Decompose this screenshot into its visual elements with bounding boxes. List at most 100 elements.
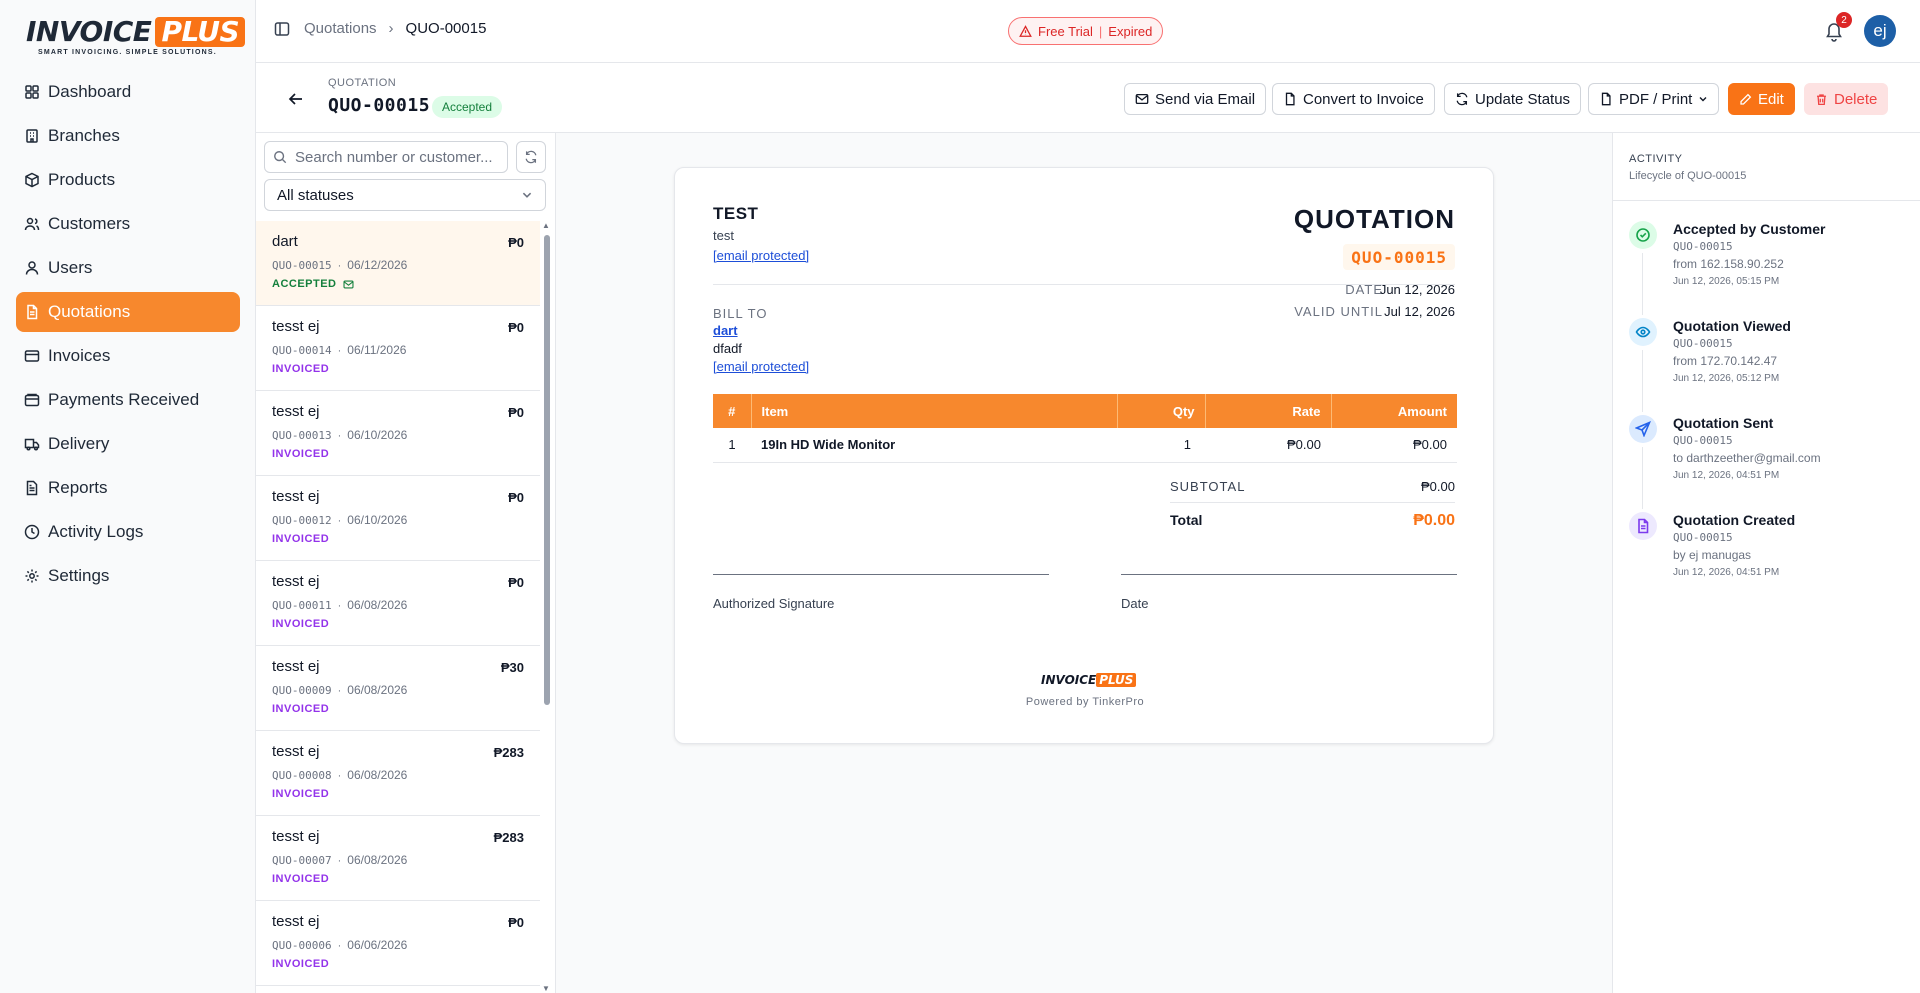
users-icon xyxy=(24,216,40,232)
column-header-number: # xyxy=(713,394,752,428)
list-item-number: QUO-00011 xyxy=(272,599,332,612)
line-number: 1 xyxy=(713,428,751,463)
send-via-email-label: Send via Email xyxy=(1155,90,1256,108)
company-name: TEST xyxy=(713,204,759,223)
sidebar-item-invoices[interactable]: Invoices xyxy=(16,336,240,376)
line-qty: 1 xyxy=(1117,428,1205,463)
logo-wordmark: INVOICE PLUS xyxy=(26,17,246,47)
footer-logo: INVOICE PLUS xyxy=(1041,673,1137,687)
sidebar-item-label: Users xyxy=(48,258,93,277)
list-item-status: INVOICED xyxy=(272,618,330,630)
convert-to-invoice-button[interactable]: Convert to Invoice xyxy=(1272,83,1435,115)
event-title: Quotation Sent xyxy=(1673,415,1774,431)
table-row: 1 19In HD Wide Monitor 1 ₱0.00 ₱0.00 xyxy=(713,428,1457,463)
list-item[interactable]: tesst ej ₱0 QUO-00014 · 06/11/2026 INVOICE… xyxy=(256,306,540,391)
delete-button[interactable]: Delete xyxy=(1804,83,1889,115)
app-logo[interactable]: INVOICE PLUS SMART INVOICING. SIMPLE SOL… xyxy=(26,17,246,61)
activity-panel: ACTIVITY Lifecycle of QUO-00015 Accepted… xyxy=(1612,133,1920,993)
sidebar-item-branches[interactable]: Branches xyxy=(16,116,240,156)
trash-icon xyxy=(1815,93,1828,106)
event-detail: by ej manugas xyxy=(1673,548,1752,562)
signature-date-label: Date xyxy=(1121,596,1149,611)
sidebar-item-reports[interactable]: Reports xyxy=(16,468,240,508)
list-item-amount: ₱0 xyxy=(508,235,524,250)
scroll-down-icon[interactable]: ▼ xyxy=(542,984,550,993)
sidebar-item-quotations[interactable]: Quotations xyxy=(16,292,240,332)
event-detail: to darthzeether@gmail.com xyxy=(1673,451,1821,465)
company-email-link[interactable]: [email protected] xyxy=(713,248,810,263)
activity-subtitle: Lifecycle of QUO-00015 xyxy=(1629,170,1747,182)
delete-label: Delete xyxy=(1834,90,1878,108)
search-input[interactable] xyxy=(295,148,495,166)
status-filter-select[interactable]: All statuses xyxy=(264,179,546,211)
scrollbar-thumb[interactable] xyxy=(544,235,550,705)
search-box[interactable] xyxy=(264,141,508,173)
refresh-icon xyxy=(1455,92,1469,106)
sidebar-item-customers[interactable]: Customers xyxy=(16,204,240,244)
breadcrumb-quotations[interactable]: Quotations xyxy=(304,20,377,37)
sidebar-item-payments-received[interactable]: Payments Received xyxy=(16,380,240,420)
sidebar-item-settings[interactable]: Settings xyxy=(16,556,240,596)
list-item-separator: · xyxy=(337,430,342,442)
list-item-amount: ₱0 xyxy=(508,490,524,505)
scroll-up-icon[interactable]: ▲ xyxy=(542,221,550,230)
date-line xyxy=(1121,574,1457,575)
sidebar-item-dashboard[interactable]: Dashboard xyxy=(16,72,240,112)
mail-icon xyxy=(342,279,354,290)
arrow-left-icon[interactable] xyxy=(286,89,306,109)
sidebar-item-products[interactable]: Products xyxy=(16,160,240,200)
chevron-right-icon: › xyxy=(388,20,394,37)
list-item[interactable]: tesst ej ₱283 QUO-00008 · 06/08/2026 INVOI… xyxy=(256,731,540,816)
bill-to-email-link[interactable]: [email protected] xyxy=(713,359,810,374)
truck-icon xyxy=(24,436,40,452)
sidebar-toggle-icon[interactable] xyxy=(274,21,290,37)
powered-by: Powered by TinkerPro xyxy=(1025,696,1145,708)
pdf-print-button[interactable]: PDF / Print xyxy=(1588,83,1720,115)
subtotal-label: SUBTOTAL xyxy=(1170,479,1246,494)
list-item-amount: ₱30 xyxy=(500,660,524,675)
list-item[interactable]: dart ₱0 QUO-00015 · 06/12/2026 ACCEPTED xyxy=(256,221,540,306)
activity-title: ACTIVITY xyxy=(1629,153,1683,165)
check-circle-icon xyxy=(1629,221,1657,249)
divider xyxy=(713,284,1455,285)
chevron-down-icon xyxy=(521,189,533,201)
valid-until-value: Jul 12, 2026 xyxy=(1384,304,1455,319)
valid-until-label: VALID UNTIL xyxy=(1294,304,1383,319)
file-icon xyxy=(1283,92,1297,106)
avatar[interactable]: ej xyxy=(1864,15,1896,47)
sidebar-item-label: Payments Received xyxy=(48,390,200,409)
list-scrollbar[interactable]: ▲ ▼ xyxy=(542,221,552,993)
clock-icon xyxy=(24,524,40,540)
refresh-button[interactable] xyxy=(516,141,546,173)
list-item[interactable]: tesst ej ₱30 QUO-00009 · 06/08/2026 INVOIC… xyxy=(256,646,540,731)
bill-to-name-link[interactable]: dart xyxy=(713,323,738,338)
date-label: DATE xyxy=(1345,282,1383,297)
edit-button[interactable]: Edit xyxy=(1728,83,1795,115)
list-item-date: 06/06/2026 xyxy=(347,938,408,952)
list-item[interactable]: tesst ej ₱0 QUO-00006 · 06/06/2026 INVOICE… xyxy=(256,901,540,986)
report-icon xyxy=(24,480,40,496)
signature-line xyxy=(713,574,1049,575)
column-header-item: Item xyxy=(751,394,1118,428)
send-via-email-button[interactable]: Send via Email xyxy=(1124,83,1267,115)
sidebar-item-label: Settings xyxy=(48,566,110,585)
list-item-separator: · xyxy=(337,260,342,272)
event-number: QUO-00015 xyxy=(1673,240,1733,253)
header-kicker: QUOTATION xyxy=(328,77,397,89)
gear-icon xyxy=(24,568,40,584)
list-item-number: QUO-00008 xyxy=(272,769,332,782)
list-item[interactable]: tesst ej ₱0 QUO-00012 · 06/10/2026 INVOICE… xyxy=(256,476,540,561)
list-item[interactable]: tesst ej ₱283 QUO-00007 · 06/08/2026 INVOI… xyxy=(256,816,540,901)
trial-badge[interactable]: Free Trial | Expired xyxy=(1008,17,1164,45)
sidebar-item-delivery[interactable]: Delivery xyxy=(16,424,240,464)
list-item-date: 06/08/2026 xyxy=(347,768,408,782)
list-item-date: 06/12/2026 xyxy=(347,258,408,272)
sidebar-item-activity-logs[interactable]: Activity Logs xyxy=(16,512,240,552)
pdf-print-label: PDF / Print xyxy=(1619,90,1693,108)
update-status-button[interactable]: Update Status xyxy=(1444,83,1582,115)
list-item-customer: tesst ej xyxy=(272,403,320,420)
sidebar-item-users[interactable]: Users xyxy=(16,248,240,288)
list-item[interactable]: tesst ej ₱0 QUO-00011 · 06/08/2026 INVOICE… xyxy=(256,561,540,646)
document-title: QUOTATION xyxy=(1293,204,1455,234)
list-item[interactable]: tesst ej ₱0 QUO-00013 · 06/10/2026 INVOICE… xyxy=(256,391,540,476)
